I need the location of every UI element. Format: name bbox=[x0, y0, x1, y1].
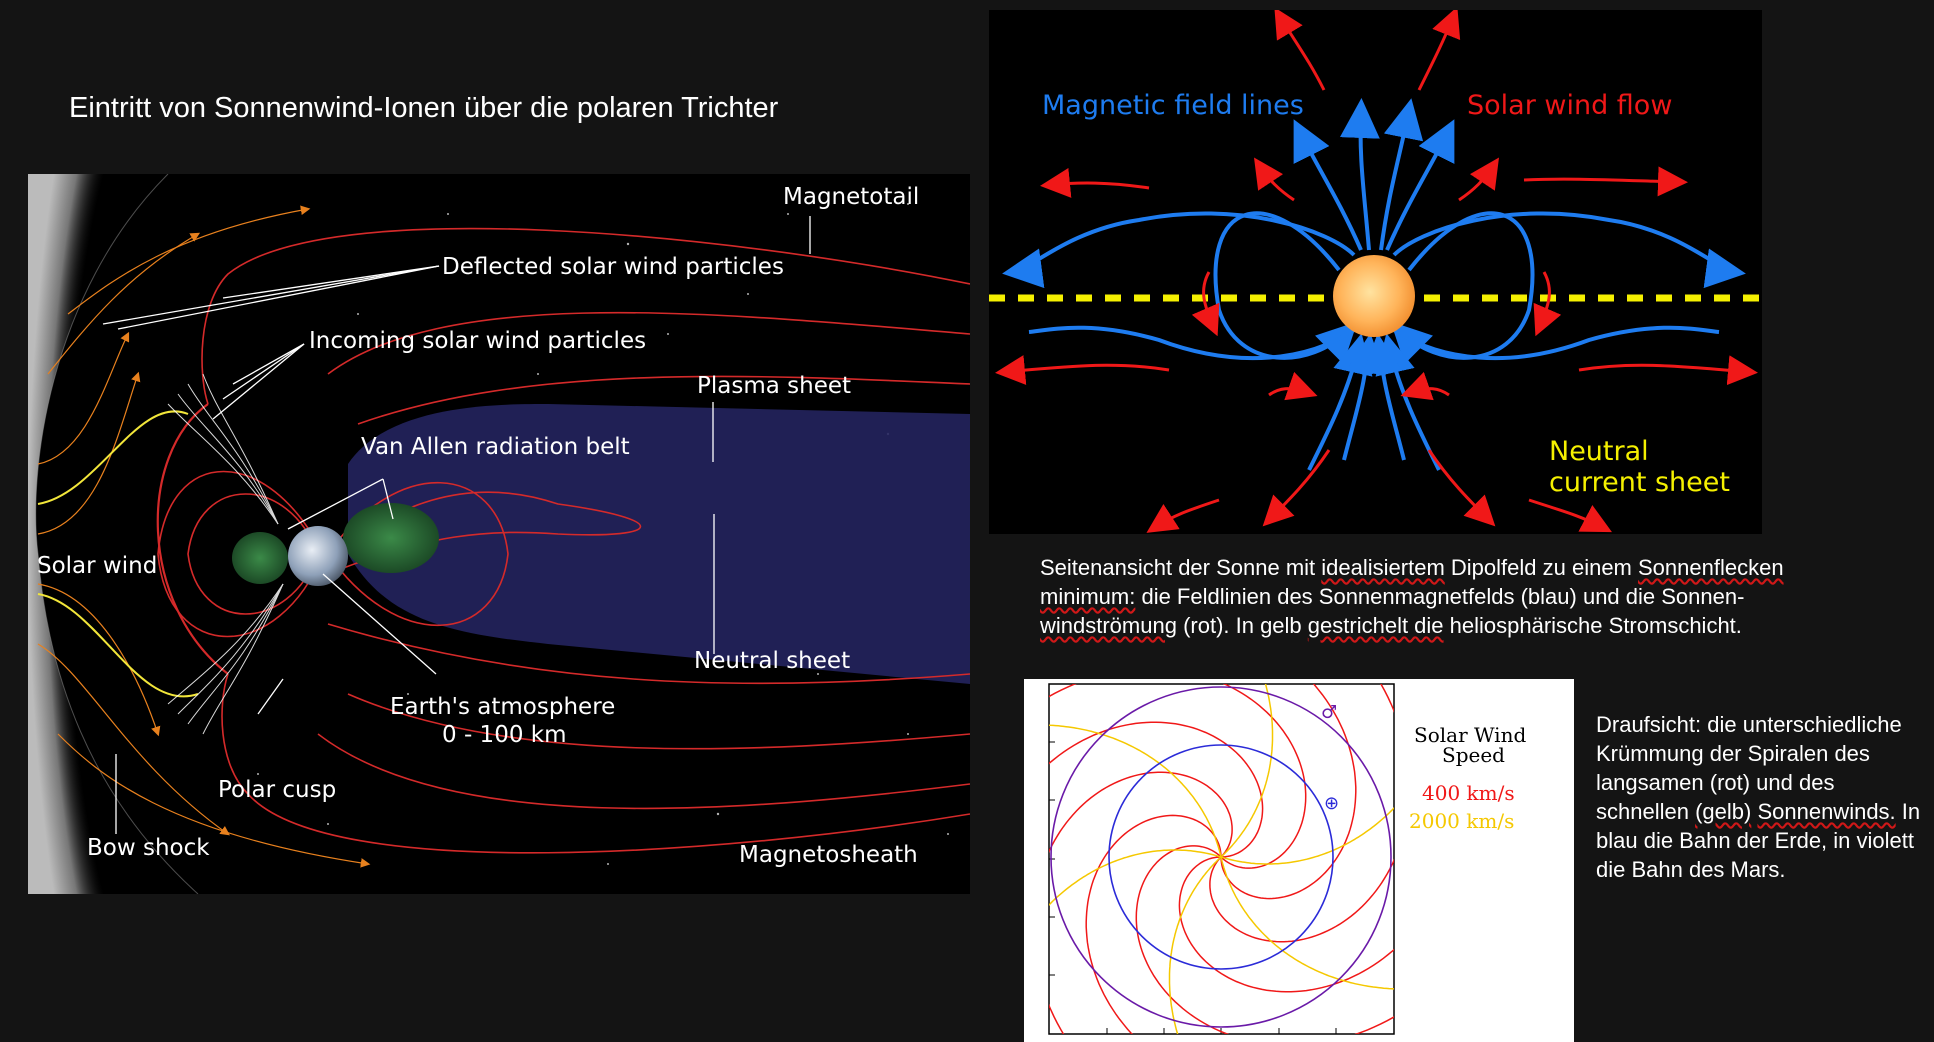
legend-fast: 2000 km/s bbox=[1409, 809, 1514, 833]
earth-orbit bbox=[1108, 744, 1334, 970]
earth-symbol: ⊕ bbox=[1324, 793, 1339, 814]
solar-wind-label: Solar wind bbox=[37, 553, 157, 579]
spiral-slow bbox=[1049, 721, 1264, 858]
van-allen-belt-left bbox=[232, 532, 288, 584]
atmosphere-range-label: 0 - 100 km bbox=[442, 722, 567, 748]
solar-wind-spiral-plot: ♂ ⊕ Solar Wind Speed 400 km/s 2000 km/s bbox=[1024, 679, 1574, 1042]
spiral-slow bbox=[1049, 771, 1233, 1034]
legend-slow: 400 km/s bbox=[1422, 781, 1515, 805]
magnetotail-label: Magnetotail bbox=[783, 184, 919, 210]
bow-shock-label: Bow shock bbox=[87, 835, 210, 861]
spiral-fast bbox=[1049, 724, 1222, 858]
spiral-fast bbox=[1220, 807, 1394, 865]
field-lines bbox=[156, 227, 970, 854]
star-field bbox=[257, 203, 949, 865]
incoming-particles-label: Incoming solar wind particles bbox=[309, 328, 646, 354]
solar-wind-flow-label: Solar wind flow bbox=[1467, 90, 1672, 121]
caption-sun-side-view: Seitenansicht der Sonne mit idealisierte… bbox=[1040, 555, 1784, 638]
spiral-slow bbox=[1085, 814, 1222, 1034]
spiral-fast bbox=[1220, 684, 1274, 858]
van-allen-belt-right bbox=[343, 503, 439, 573]
spiral-slow bbox=[1135, 845, 1394, 1034]
mars-orbit bbox=[1050, 686, 1392, 1028]
plasma-sheet-region bbox=[348, 404, 970, 684]
spiral-slow bbox=[1049, 684, 1307, 869]
spiral-slow bbox=[1220, 684, 1357, 900]
caption-spiral-top-view: Draufsicht: die unterschiedliche Krümmun… bbox=[1596, 712, 1921, 882]
neutral-sheet-label: Neutral sheet bbox=[694, 648, 850, 674]
magnetosphere-diagram: Magnetotail Deflected solar wind particl… bbox=[28, 174, 970, 894]
polar-cusp-label: Polar cusp bbox=[218, 777, 336, 803]
mars-symbol: ♂ bbox=[1321, 702, 1337, 723]
spiral-fast bbox=[1168, 856, 1222, 1034]
incoming-particles bbox=[37, 410, 199, 698]
atmosphere-label: Earth's atmosphere bbox=[390, 694, 615, 720]
magnetic-field-lines-label: Magnetic field lines bbox=[1042, 90, 1304, 121]
label-pointers bbox=[102, 216, 811, 834]
legend-title-1: Solar Wind bbox=[1414, 723, 1526, 747]
spiral-fast bbox=[1049, 849, 1222, 906]
spiral-slow bbox=[1178, 856, 1394, 993]
slide-title: Eintritt von Sonnenwind-Ionen über die p… bbox=[69, 92, 779, 124]
spiral-slow bbox=[1209, 684, 1394, 943]
deflected-particles-label: Deflected solar wind particles bbox=[442, 254, 784, 280]
solar-wind-lines bbox=[37, 205, 371, 868]
polar-cusp-lines bbox=[167, 373, 284, 735]
earth bbox=[288, 526, 348, 586]
neutral-label-line2: current sheet bbox=[1549, 467, 1730, 498]
solar-wind-arrows bbox=[995, 10, 1758, 533]
plasma-sheet-label: Plasma sheet bbox=[697, 373, 851, 399]
sun-dipole-diagram: Magnetic field lines Solar wind flow Neu… bbox=[989, 10, 1762, 534]
van-allen-label: Van Allen radiation belt bbox=[361, 434, 630, 460]
magnetosheath-label: Magnetosheath bbox=[739, 842, 918, 868]
neutral-label-line1: Neutral bbox=[1549, 436, 1649, 467]
spiral-fast bbox=[1220, 856, 1394, 990]
sun bbox=[1333, 255, 1415, 337]
spiral-lines bbox=[1049, 684, 1394, 1034]
bow-shock-region bbox=[28, 174, 198, 894]
legend-title-2: Speed bbox=[1442, 743, 1505, 767]
